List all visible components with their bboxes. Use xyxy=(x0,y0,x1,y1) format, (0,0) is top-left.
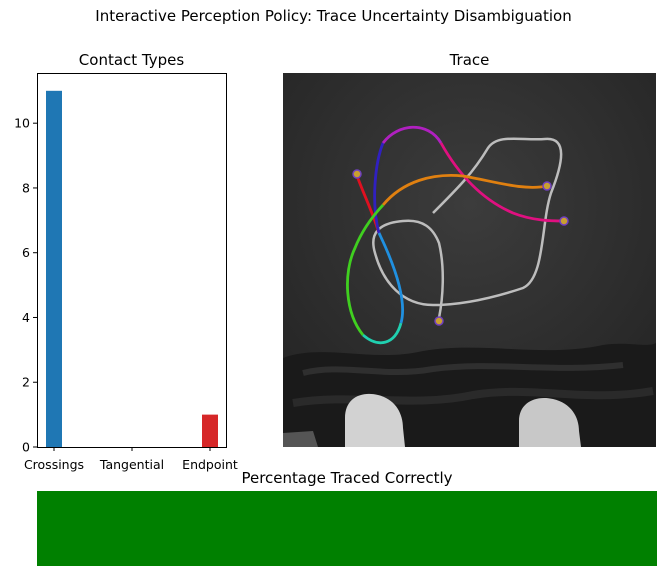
bar-crossings xyxy=(46,90,62,448)
trace-title: Trace xyxy=(449,51,490,69)
progress-bar xyxy=(37,491,657,566)
y-tick-label: 2 xyxy=(22,375,30,390)
y-tick-label: 10 xyxy=(14,116,30,131)
trace-image xyxy=(283,73,656,447)
progress-fill xyxy=(37,491,657,566)
progress-title: Percentage Traced Correctly xyxy=(241,469,453,487)
trace-overlay xyxy=(283,73,656,447)
x-tick-label: Tangential xyxy=(99,457,164,472)
axes-frame xyxy=(37,73,227,448)
x-tick-label: Endpoint xyxy=(182,457,238,472)
y-tick-label: 8 xyxy=(22,180,30,195)
bar-chart-title: Contact Types xyxy=(78,51,185,69)
figure-title: Interactive Perception Policy: Trace Unc… xyxy=(95,7,572,25)
y-tick-label: 0 xyxy=(22,440,30,455)
y-tick-label: 6 xyxy=(22,245,30,260)
bar-endpoint xyxy=(202,414,218,447)
x-tick-label: Crossings xyxy=(24,457,84,472)
y-tick-label: 4 xyxy=(22,310,30,325)
